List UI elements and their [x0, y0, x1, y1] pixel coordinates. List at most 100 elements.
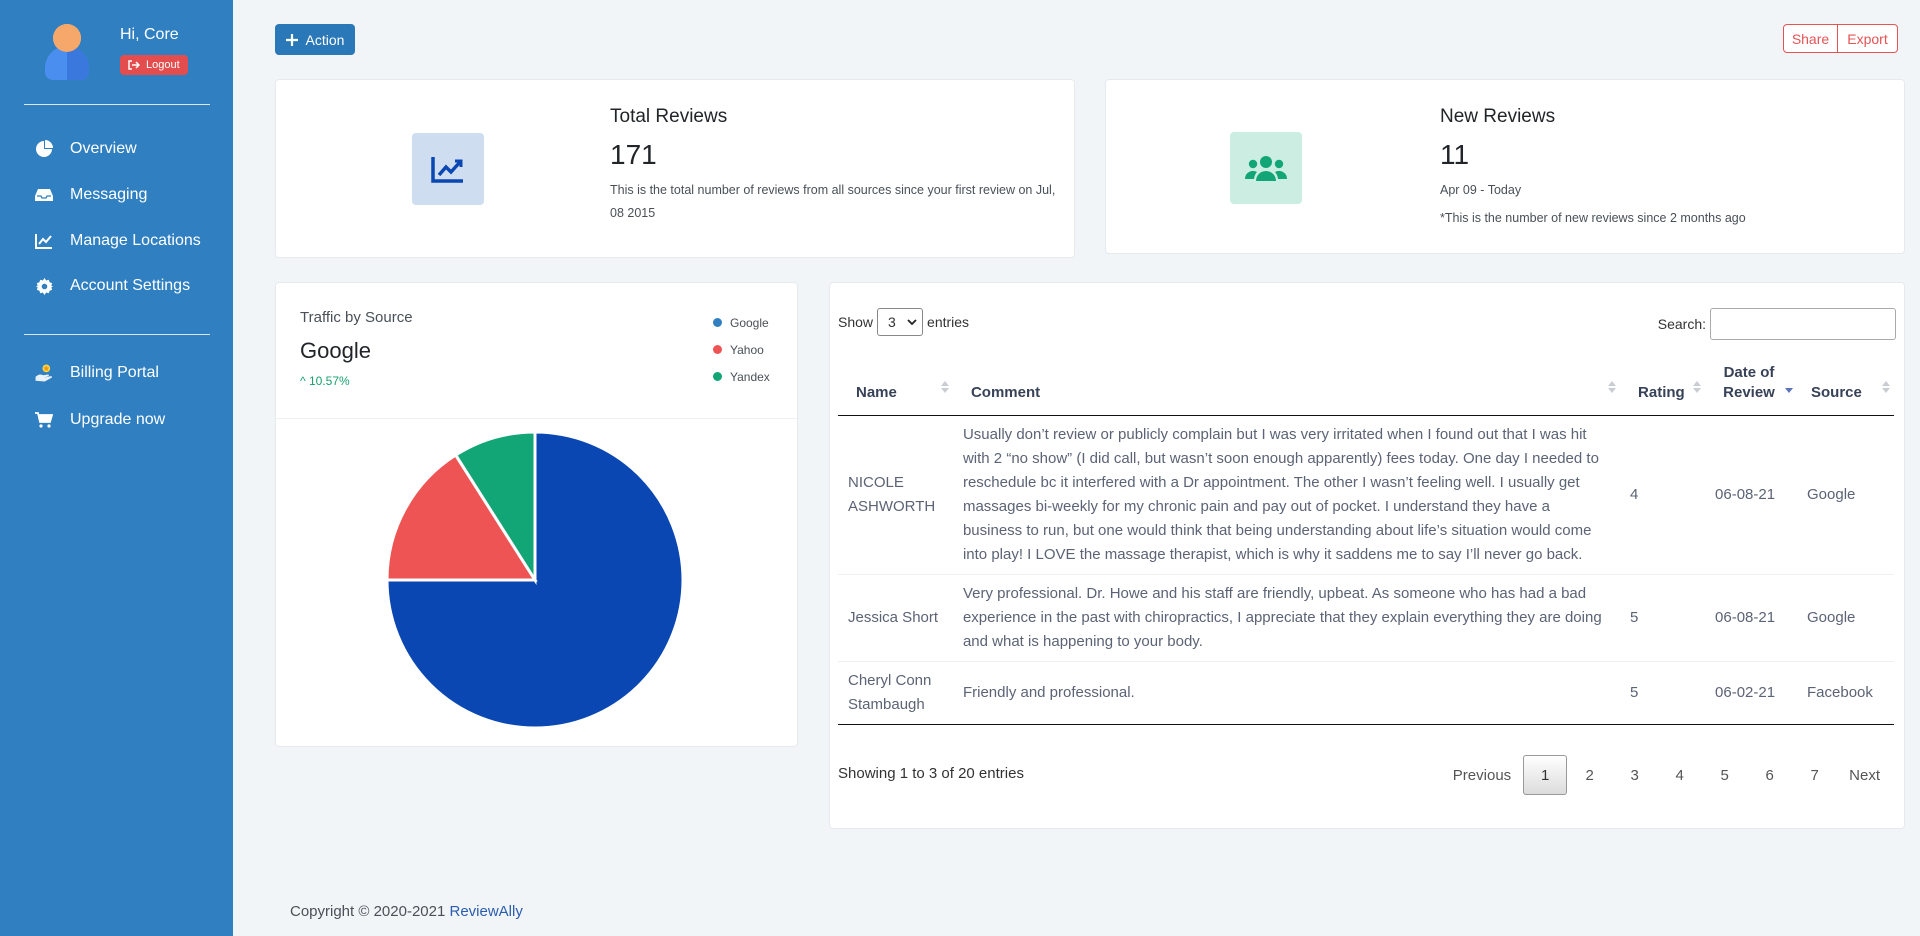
reviews-table: Name Comment Rating Date of Review Sourc… [838, 355, 1894, 725]
cell-name: NICOLE ASHWORTH [838, 415, 953, 575]
table-header-row: Name Comment Rating Date of Review Sourc… [838, 355, 1894, 416]
cell-rating: 5 [1620, 661, 1706, 725]
cell-rating: 4 [1620, 415, 1706, 575]
pie-slice-yandex[interactable] [453, 430, 537, 586]
legend-label: Google [730, 315, 769, 330]
gear-icon [34, 276, 54, 296]
sidebar-divider [24, 334, 210, 335]
column-header-rating[interactable]: Rating [1620, 355, 1706, 416]
column-header-comment[interactable]: Comment [952, 355, 1621, 416]
table-row: NICOLE ASHWORTH Usually don’t review or … [838, 415, 1894, 575]
cell-source: Google [1797, 415, 1894, 575]
column-label: Comment [970, 384, 1041, 401]
chevron-up-icon: ^ [300, 374, 306, 388]
pagination-page[interactable]: 4 [1675, 766, 1684, 784]
page-size-value: 3 [888, 314, 896, 330]
cell-date: 06-02-21 [1705, 661, 1798, 725]
total-reviews-value: 171 [610, 139, 657, 170]
pie-chart-icon [34, 139, 54, 159]
pagination-page[interactable]: 6 [1765, 766, 1774, 784]
new-reviews-value: 11 [1440, 139, 1470, 170]
column-label: Name [856, 384, 897, 401]
table-row: Cheryl Conn Stambaugh Friendly and profe… [838, 661, 1894, 725]
sidebar-item-messaging[interactable]: Messaging [34, 181, 147, 209]
search-control: Search: [1658, 308, 1896, 340]
share-export-group: Share Export [1783, 24, 1898, 53]
plus-icon [285, 33, 298, 46]
new-reviews-note: *This is the number of new reviews since… [1440, 211, 1746, 225]
sidebar-item-label: Account Settings [70, 277, 191, 294]
sort-icon [1882, 381, 1890, 393]
legend-item[interactable]: Yahoo [713, 336, 770, 363]
sidebar-item-billing-portal[interactable]: Billing Portal [34, 359, 159, 387]
chart-legend: Google Yahoo Yandex [713, 309, 770, 390]
sidebar-item-manage-locations[interactable]: Manage Locations [34, 227, 201, 255]
top-source-name: Google [300, 338, 371, 363]
pie-slice-yahoo[interactable] [385, 452, 538, 582]
total-reviews-card: Total Reviews 171 This is the total numb… [275, 79, 1075, 258]
chevron-down-icon [907, 319, 917, 325]
action-button[interactable]: Action [275, 24, 355, 55]
sort-icon [940, 381, 949, 393]
pagination-page[interactable]: 5 [1720, 766, 1729, 784]
table-info: Showing 1 to 3 of 20 entries [838, 765, 1024, 782]
cell-comment: Usually don’t review or publicly complai… [952, 415, 1621, 575]
user-panel: Hi, Core Logout [40, 22, 210, 82]
entries-label: entries [927, 314, 970, 330]
share-button[interactable]: Share [1783, 24, 1838, 53]
change-indicator: ^ 10.57% [300, 374, 350, 388]
inbox-icon [34, 185, 54, 205]
cell-comment: Very professional. Dr. Howe and his staf… [952, 574, 1621, 662]
pagination-page[interactable]: 3 [1630, 766, 1639, 784]
cell-source: Google [1797, 574, 1894, 662]
sidebar-item-label: Upgrade now [70, 411, 166, 428]
pagination-page[interactable]: 7 [1810, 766, 1819, 784]
pagination: Previous 1 2 3 4 5 6 7 Next [1441, 755, 1892, 795]
logout-button[interactable]: Logout [120, 55, 188, 75]
pagination-previous[interactable]: Previous [1452, 766, 1512, 784]
cell-name: Cheryl Conn Stambaugh [838, 661, 953, 725]
cell-source: Facebook [1797, 661, 1894, 725]
search-input[interactable] [1710, 308, 1896, 340]
legend-label: Yandex [730, 369, 770, 384]
pagination-page[interactable]: 2 [1585, 766, 1594, 784]
sidebar-divider [24, 104, 210, 105]
sort-icon [1608, 381, 1617, 393]
pagination-next[interactable]: Next [1849, 766, 1880, 784]
pagination-page-current[interactable]: 1 [1523, 755, 1568, 795]
sidebar-item-upgrade-now[interactable]: Upgrade now [34, 406, 165, 434]
sidebar-item-account-settings[interactable]: Account Settings [34, 272, 190, 300]
chart-title: Traffic by Source [300, 309, 413, 326]
sidebar-item-label: Overview [70, 140, 137, 157]
change-value: 10.57% [308, 374, 350, 388]
greeting: Hi, Core [120, 26, 179, 43]
billing-hand-icon [34, 363, 54, 383]
table-row: Jessica Short Very professional. Dr. How… [838, 574, 1894, 662]
sidebar: Hi, Core Logout Overview Messaging Manag… [0, 0, 233, 936]
cell-rating: 5 [1620, 574, 1706, 662]
cell-date: 06-08-21 [1705, 415, 1798, 575]
column-header-date[interactable]: Date of Review [1705, 355, 1798, 416]
line-chart-icon [34, 231, 54, 251]
cell-comment: Friendly and professional. [952, 661, 1621, 725]
column-header-source[interactable]: Source [1797, 355, 1894, 416]
show-label: Show [838, 314, 874, 330]
legend-dot [713, 372, 722, 381]
legend-item[interactable]: Google [713, 309, 770, 336]
new-reviews-title: New Reviews [1440, 106, 1556, 127]
reviews-table-card: Show 3 entries Search: Name Comment Rati… [829, 282, 1905, 829]
column-label: Date of Review [1723, 364, 1775, 401]
cart-icon [34, 410, 54, 430]
legend-label: Yahoo [730, 342, 764, 357]
traffic-card: Traffic by Source Google ^ 10.57% Google… [275, 282, 798, 747]
page-size-control: Show 3 entries [838, 308, 969, 336]
copyright-text: Copyright © 2020-2021 [290, 903, 446, 920]
sidebar-item-overview[interactable]: Overview [34, 135, 137, 163]
legend-item[interactable]: Yandex [713, 363, 770, 390]
column-header-name[interactable]: Name [838, 355, 953, 416]
brand-link[interactable]: ReviewAlly [449, 903, 523, 920]
page-size-select[interactable]: 3 [877, 308, 924, 336]
action-label: Action [305, 31, 345, 48]
export-button[interactable]: Export [1838, 24, 1898, 53]
sidebar-item-label: Billing Portal [70, 364, 159, 381]
